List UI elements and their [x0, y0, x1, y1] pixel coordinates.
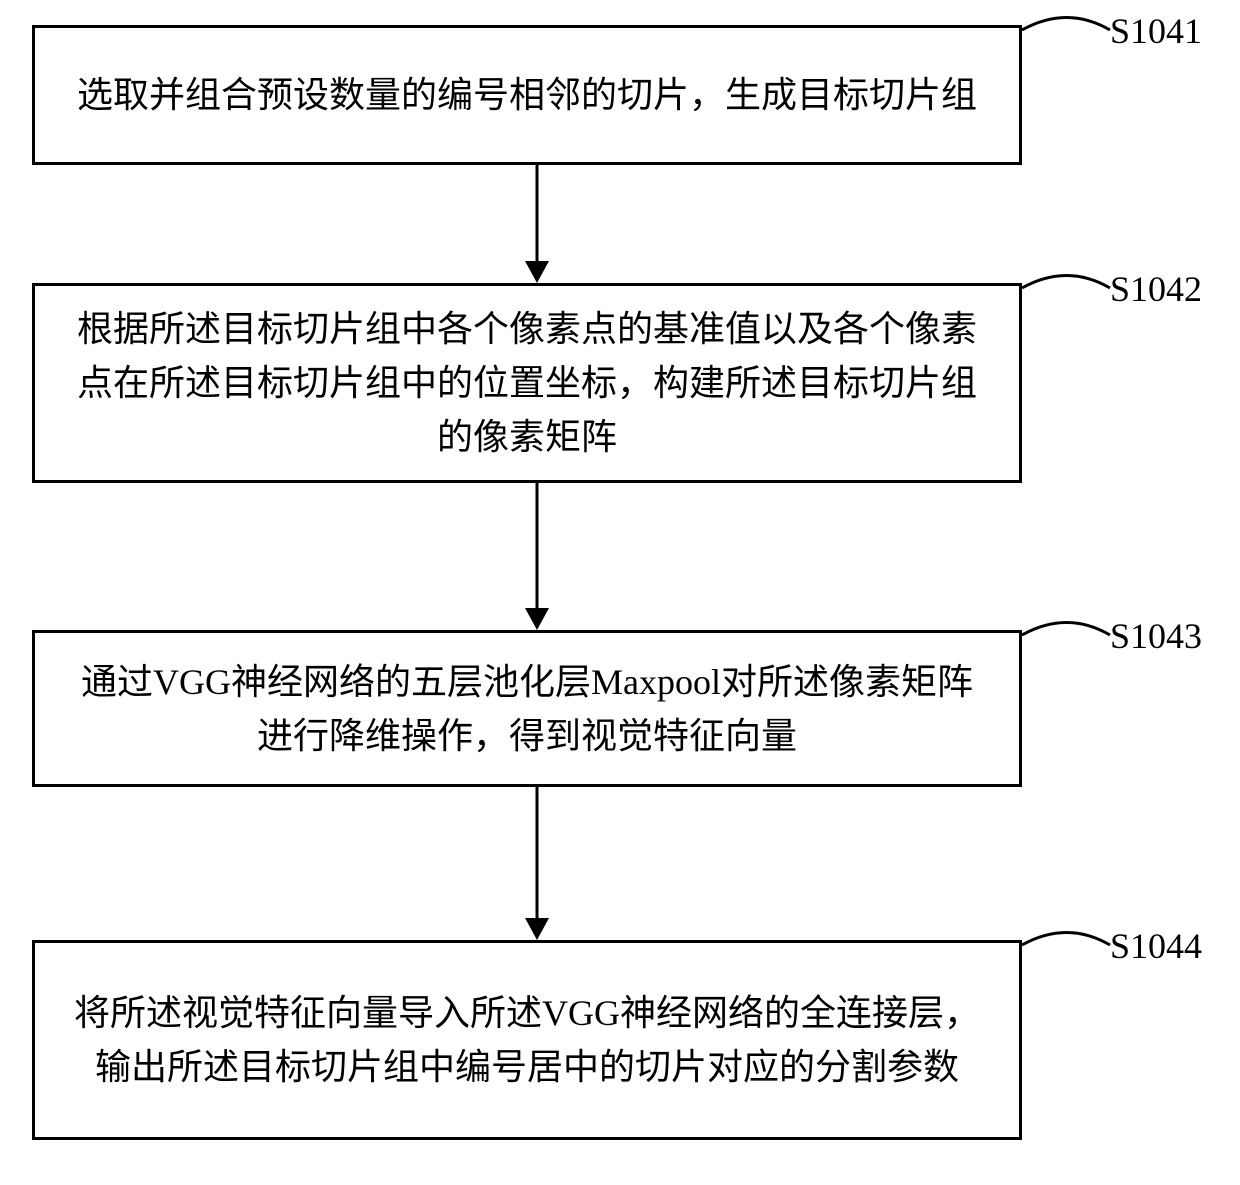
step-box-4: 将所述视觉特征向量导入所述VGG神经网络的全连接层，输出所述目标切片组中编号居中…: [32, 940, 1022, 1140]
step-text-1: 选取并组合预设数量的编号相邻的切片，生成目标切片组: [77, 68, 977, 122]
step-label-1: S1041: [1110, 10, 1202, 52]
arrow-2: [525, 608, 549, 630]
arrow-3: [525, 918, 549, 940]
connector-1: [536, 165, 539, 261]
step-box-1: 选取并组合预设数量的编号相邻的切片，生成目标切片组: [32, 25, 1022, 165]
step-box-3: 通过VGG神经网络的五层池化层Maxpool对所述像素矩阵进行降维操作，得到视觉…: [32, 630, 1022, 787]
step-box-2: 根据所述目标切片组中各个像素点的基准值以及各个像素点在所述目标切片组中的位置坐标…: [32, 283, 1022, 483]
curve-1: [1022, 5, 1112, 45]
flowchart-container: 选取并组合预设数量的编号相邻的切片，生成目标切片组 S1041 根据所述目标切片…: [0, 0, 1240, 1185]
step-text-4: 将所述视觉特征向量导入所述VGG神经网络的全连接层，输出所述目标切片组中编号居中…: [65, 986, 989, 1094]
step-label-2: S1042: [1110, 268, 1202, 310]
connector-2: [536, 483, 539, 608]
step-label-4: S1044: [1110, 925, 1202, 967]
curve-4: [1022, 920, 1112, 960]
connector-3: [536, 787, 539, 918]
curve-2: [1022, 263, 1112, 303]
step-text-3: 通过VGG神经网络的五层池化层Maxpool对所述像素矩阵进行降维操作，得到视觉…: [65, 655, 989, 763]
step-text-2: 根据所述目标切片组中各个像素点的基准值以及各个像素点在所述目标切片组中的位置坐标…: [65, 302, 989, 464]
arrow-1: [525, 261, 549, 283]
curve-3: [1022, 610, 1112, 650]
step-label-3: S1043: [1110, 615, 1202, 657]
